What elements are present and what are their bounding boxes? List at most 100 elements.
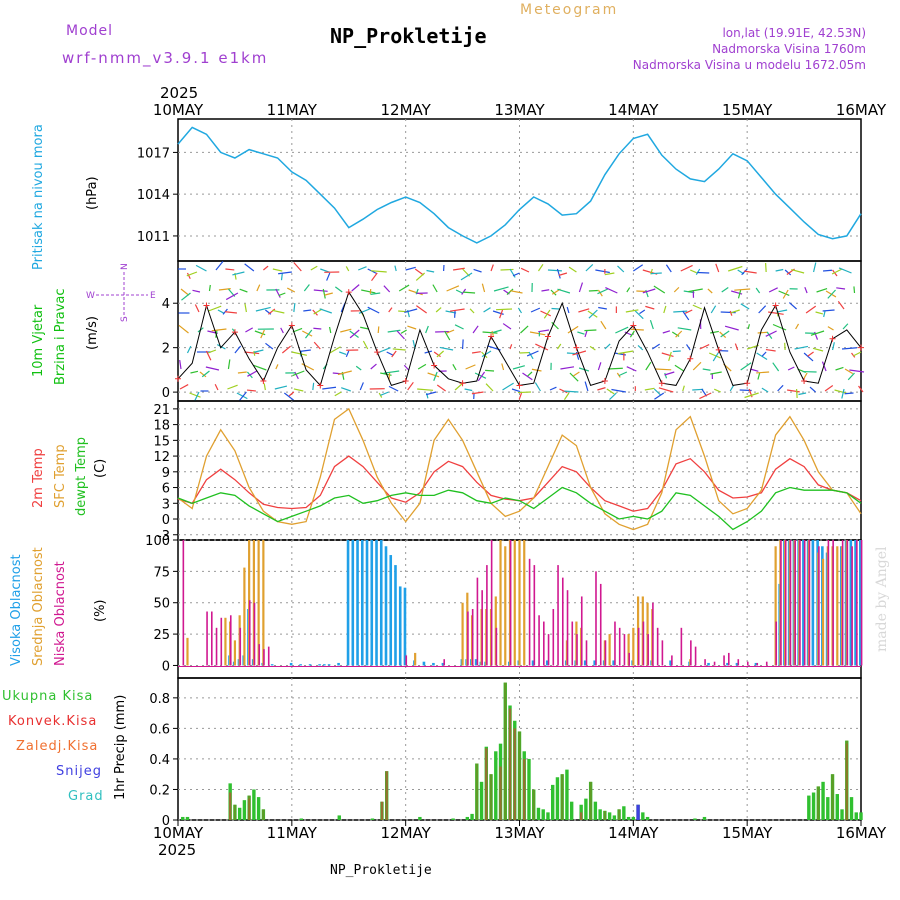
wind-arrow <box>485 383 494 392</box>
wind-arrow <box>225 311 237 314</box>
mid-cloud-bar <box>513 540 516 666</box>
wind-arrow <box>388 307 393 313</box>
wind-arrow <box>246 389 256 392</box>
conv-precip-bar <box>385 771 388 820</box>
low-cloud-bar <box>566 590 569 666</box>
wind-arrow <box>208 305 222 312</box>
low-cloud-bar <box>856 540 858 666</box>
total-precip-bar <box>598 809 602 820</box>
wind-arrow <box>775 268 784 272</box>
tick-label: 3 <box>162 497 170 512</box>
wind-arrow <box>262 265 269 271</box>
wind-arrow <box>294 371 299 380</box>
wind-arrow <box>598 306 607 310</box>
wind-arrow <box>805 305 817 314</box>
wind-arrow <box>551 321 559 330</box>
wind-arrow <box>427 372 440 378</box>
wind-arrow <box>772 362 780 372</box>
sfc-label: SFC Temp <box>53 444 68 508</box>
total-precip-bar <box>622 806 626 820</box>
low-cloud-bar <box>799 540 801 666</box>
wind-arrow <box>452 364 457 371</box>
wind-arrow <box>737 289 742 299</box>
wind-arrow <box>293 388 304 392</box>
high-cloud-bar <box>323 664 326 666</box>
pressure-unit: (hPa) <box>85 176 100 210</box>
high-cloud-bar <box>707 662 710 666</box>
gust-marker <box>488 333 495 340</box>
wind-arrow <box>292 370 305 377</box>
compass-icon: W E N S <box>86 263 156 322</box>
low-cloud-bar <box>571 621 574 666</box>
wind-arrow <box>626 366 637 372</box>
high-cloud-bar <box>299 664 302 666</box>
wind-arrow <box>710 305 717 314</box>
wind-arrow <box>238 391 247 402</box>
low-cloud-bar <box>486 565 488 666</box>
wind-arrow <box>673 286 680 293</box>
wind-arrow <box>688 288 703 293</box>
low-cloud-bar <box>239 627 242 666</box>
wind-arrow <box>324 292 333 296</box>
high-cloud-bar <box>375 540 378 666</box>
high-cloud-bar <box>422 661 426 666</box>
mid-cloud-bar <box>461 602 464 666</box>
wind-arrow <box>729 385 735 392</box>
dewpt-label: dewpt Temp <box>74 437 89 516</box>
conv-precip-bar <box>523 758 526 820</box>
low-cloud-bar <box>481 590 483 666</box>
high-cloud-bar <box>854 540 857 666</box>
wind-arrow <box>217 309 225 314</box>
wind-arrow <box>367 306 380 314</box>
wind-arrow <box>778 290 790 297</box>
wind-arrow <box>377 326 380 334</box>
wind-arrow <box>520 325 529 334</box>
wind-arrow <box>444 330 451 341</box>
total-precip-bar <box>840 809 844 820</box>
wind-arrow <box>256 284 261 292</box>
low-cloud-bar <box>182 540 185 666</box>
wind-arrow <box>358 266 367 271</box>
wind-arrow <box>520 267 530 273</box>
wind-arrow <box>654 392 665 400</box>
wind-arrow <box>236 392 248 400</box>
low-cloud-bar <box>557 565 559 666</box>
wind-arrow <box>245 327 254 333</box>
gust-marker <box>175 375 181 382</box>
wind-arrow <box>345 266 350 272</box>
compass-w: W <box>86 291 95 301</box>
high-cloud-bar <box>360 540 364 666</box>
wind-arrow <box>649 319 654 330</box>
precip-overlay-bar <box>489 774 493 820</box>
low-cloud-bar <box>713 661 716 666</box>
tick-label: 1014 <box>137 188 170 203</box>
wind-arrow <box>526 350 539 357</box>
tick-label: -3 <box>157 529 170 544</box>
wind-arrow <box>578 282 584 293</box>
low-cloud-bar <box>215 627 218 666</box>
wind-arrow <box>777 384 784 392</box>
wind-arrow <box>787 366 795 371</box>
wind-arrow <box>391 350 397 358</box>
wind-arrow <box>625 309 639 313</box>
wind-arrow <box>471 391 484 395</box>
elevation-text: Nadmorska Visina 1760m <box>712 42 866 56</box>
model-elevation-text: Nadmorska Visina u modelu 1672.05m <box>633 58 866 72</box>
frozen-precip-label: Zaledj.Kisa <box>16 739 98 754</box>
wind-arrow <box>831 268 843 275</box>
wind-arrow <box>205 350 212 361</box>
total-precip-bar <box>641 812 645 820</box>
total-precip-bar <box>584 798 588 820</box>
low-cloud-bar <box>476 577 479 666</box>
wind-arrow <box>227 384 238 390</box>
wind-arrow <box>272 268 283 272</box>
wind-arrow <box>675 330 683 338</box>
compass-n: N <box>120 263 130 270</box>
wind-arrow <box>812 347 824 352</box>
wind-arrow <box>715 263 720 273</box>
wind-arrow <box>199 371 207 378</box>
low-cloud-bar <box>576 634 578 666</box>
mid-cloud-bar <box>627 634 630 666</box>
wind-arrow <box>584 381 589 392</box>
low-cloud-bar <box>789 540 792 666</box>
